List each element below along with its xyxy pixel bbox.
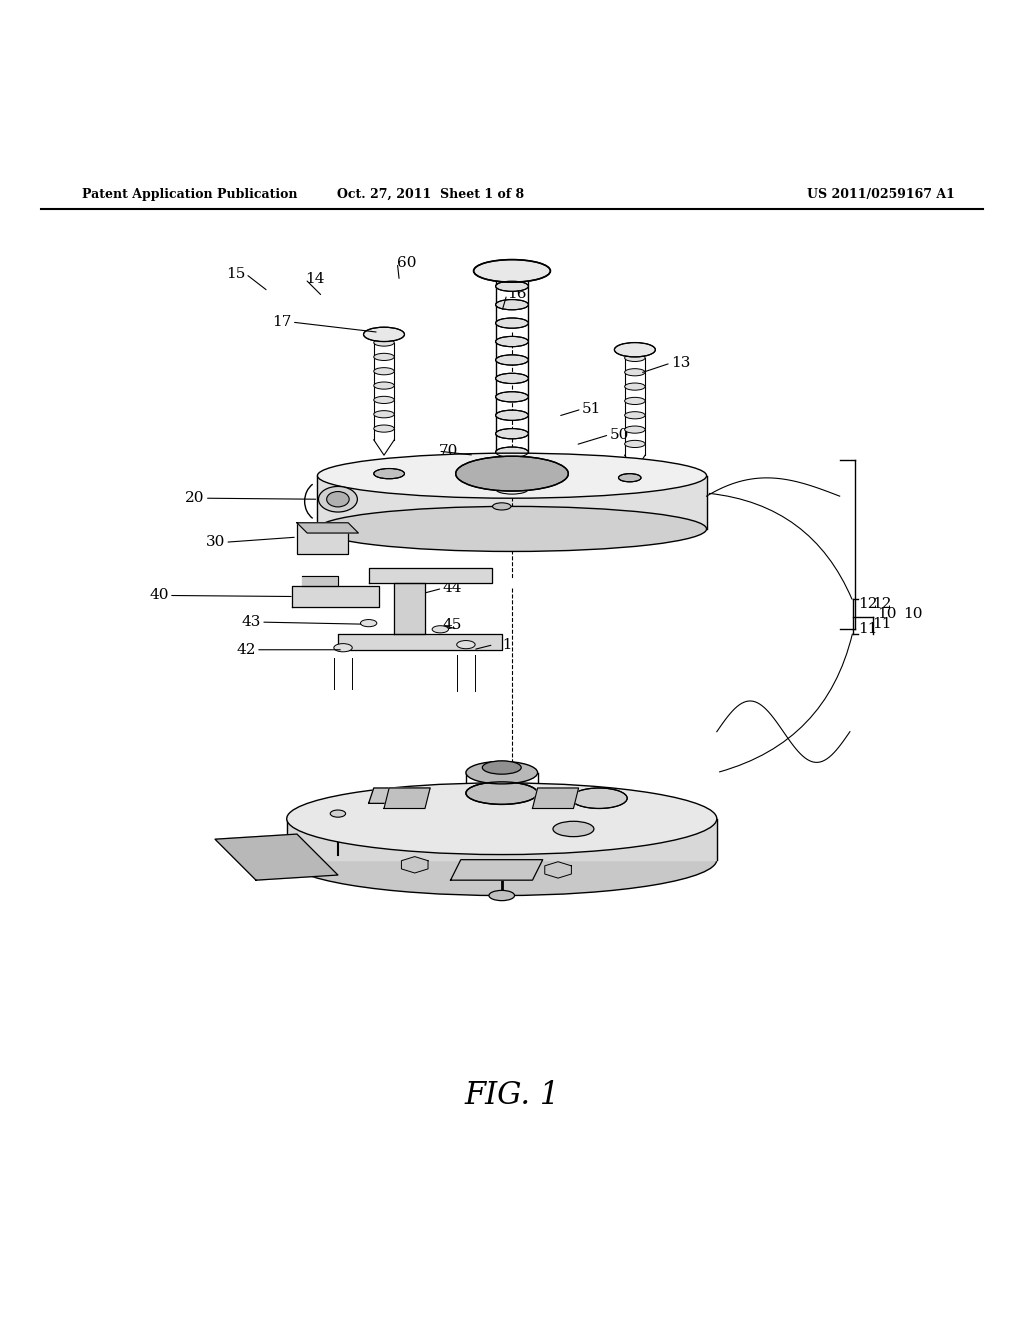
Ellipse shape xyxy=(493,503,511,510)
Text: US 2011/0259167 A1: US 2011/0259167 A1 xyxy=(807,187,954,201)
Text: 30: 30 xyxy=(206,535,225,549)
Ellipse shape xyxy=(374,425,394,432)
Ellipse shape xyxy=(482,760,521,774)
Text: 11: 11 xyxy=(858,622,878,636)
Ellipse shape xyxy=(374,469,404,479)
Ellipse shape xyxy=(466,781,538,804)
Ellipse shape xyxy=(618,474,641,482)
Ellipse shape xyxy=(496,337,528,347)
Ellipse shape xyxy=(496,392,528,403)
Ellipse shape xyxy=(625,383,645,391)
Polygon shape xyxy=(292,586,379,607)
Ellipse shape xyxy=(374,381,394,389)
Ellipse shape xyxy=(496,447,528,457)
Ellipse shape xyxy=(625,397,645,404)
Ellipse shape xyxy=(317,507,707,552)
Text: 16: 16 xyxy=(507,288,526,301)
Text: 15: 15 xyxy=(226,267,246,281)
Ellipse shape xyxy=(432,626,449,632)
Ellipse shape xyxy=(625,412,645,418)
Polygon shape xyxy=(545,862,571,878)
Polygon shape xyxy=(215,834,338,880)
Polygon shape xyxy=(338,635,502,649)
Text: 12: 12 xyxy=(858,597,878,611)
Ellipse shape xyxy=(625,354,645,362)
Ellipse shape xyxy=(625,426,645,433)
Polygon shape xyxy=(369,788,430,804)
Ellipse shape xyxy=(496,281,528,292)
Ellipse shape xyxy=(287,783,717,854)
Polygon shape xyxy=(384,788,430,808)
Ellipse shape xyxy=(374,354,394,360)
Ellipse shape xyxy=(496,318,528,329)
Ellipse shape xyxy=(374,339,394,346)
Text: 10: 10 xyxy=(878,607,897,620)
Text: Patent Application Publication: Patent Application Publication xyxy=(82,187,297,201)
Ellipse shape xyxy=(496,429,528,438)
Ellipse shape xyxy=(466,762,538,784)
Text: 44: 44 xyxy=(442,581,462,595)
Text: 14: 14 xyxy=(305,272,325,286)
Ellipse shape xyxy=(457,640,475,648)
Polygon shape xyxy=(451,859,543,880)
Text: 41: 41 xyxy=(494,638,513,652)
Polygon shape xyxy=(394,583,425,635)
Text: 13: 13 xyxy=(671,356,690,370)
Ellipse shape xyxy=(553,821,594,837)
Text: 20: 20 xyxy=(185,491,205,506)
Text: FIG. 1: FIG. 1 xyxy=(464,1080,560,1110)
Ellipse shape xyxy=(334,644,352,652)
Polygon shape xyxy=(532,788,579,808)
Text: 11: 11 xyxy=(872,618,892,631)
Text: 42: 42 xyxy=(237,643,256,657)
Text: 17: 17 xyxy=(272,315,292,329)
Polygon shape xyxy=(401,857,428,873)
Ellipse shape xyxy=(360,619,377,627)
Text: n: n xyxy=(551,797,555,803)
Text: 43: 43 xyxy=(242,615,261,630)
Ellipse shape xyxy=(571,788,627,808)
Ellipse shape xyxy=(330,810,346,817)
Ellipse shape xyxy=(496,374,528,384)
Text: 51: 51 xyxy=(582,403,601,416)
Text: 10: 10 xyxy=(903,607,923,620)
Ellipse shape xyxy=(317,453,707,498)
Text: 50: 50 xyxy=(609,428,629,442)
Ellipse shape xyxy=(489,891,514,900)
Text: 70: 70 xyxy=(438,444,458,458)
Ellipse shape xyxy=(496,300,528,310)
Ellipse shape xyxy=(496,411,528,420)
Polygon shape xyxy=(302,576,338,586)
Ellipse shape xyxy=(473,260,551,282)
Ellipse shape xyxy=(496,484,528,494)
Ellipse shape xyxy=(456,457,568,491)
Polygon shape xyxy=(369,568,492,583)
Ellipse shape xyxy=(287,824,717,895)
Ellipse shape xyxy=(318,487,357,512)
Ellipse shape xyxy=(374,368,394,375)
Ellipse shape xyxy=(496,355,528,366)
Text: n: n xyxy=(402,797,407,803)
Text: 12: 12 xyxy=(872,597,892,611)
Bar xyxy=(297,523,348,553)
Ellipse shape xyxy=(327,491,349,507)
Ellipse shape xyxy=(364,327,404,342)
Ellipse shape xyxy=(614,343,655,356)
Text: 45: 45 xyxy=(442,618,462,632)
Text: Oct. 27, 2011  Sheet 1 of 8: Oct. 27, 2011 Sheet 1 of 8 xyxy=(337,187,523,201)
Ellipse shape xyxy=(374,411,394,418)
Ellipse shape xyxy=(625,368,645,376)
Ellipse shape xyxy=(625,441,645,447)
Polygon shape xyxy=(297,523,358,533)
Text: 40: 40 xyxy=(150,589,169,602)
Ellipse shape xyxy=(374,396,394,404)
Text: 60: 60 xyxy=(397,256,417,269)
Ellipse shape xyxy=(496,466,528,475)
